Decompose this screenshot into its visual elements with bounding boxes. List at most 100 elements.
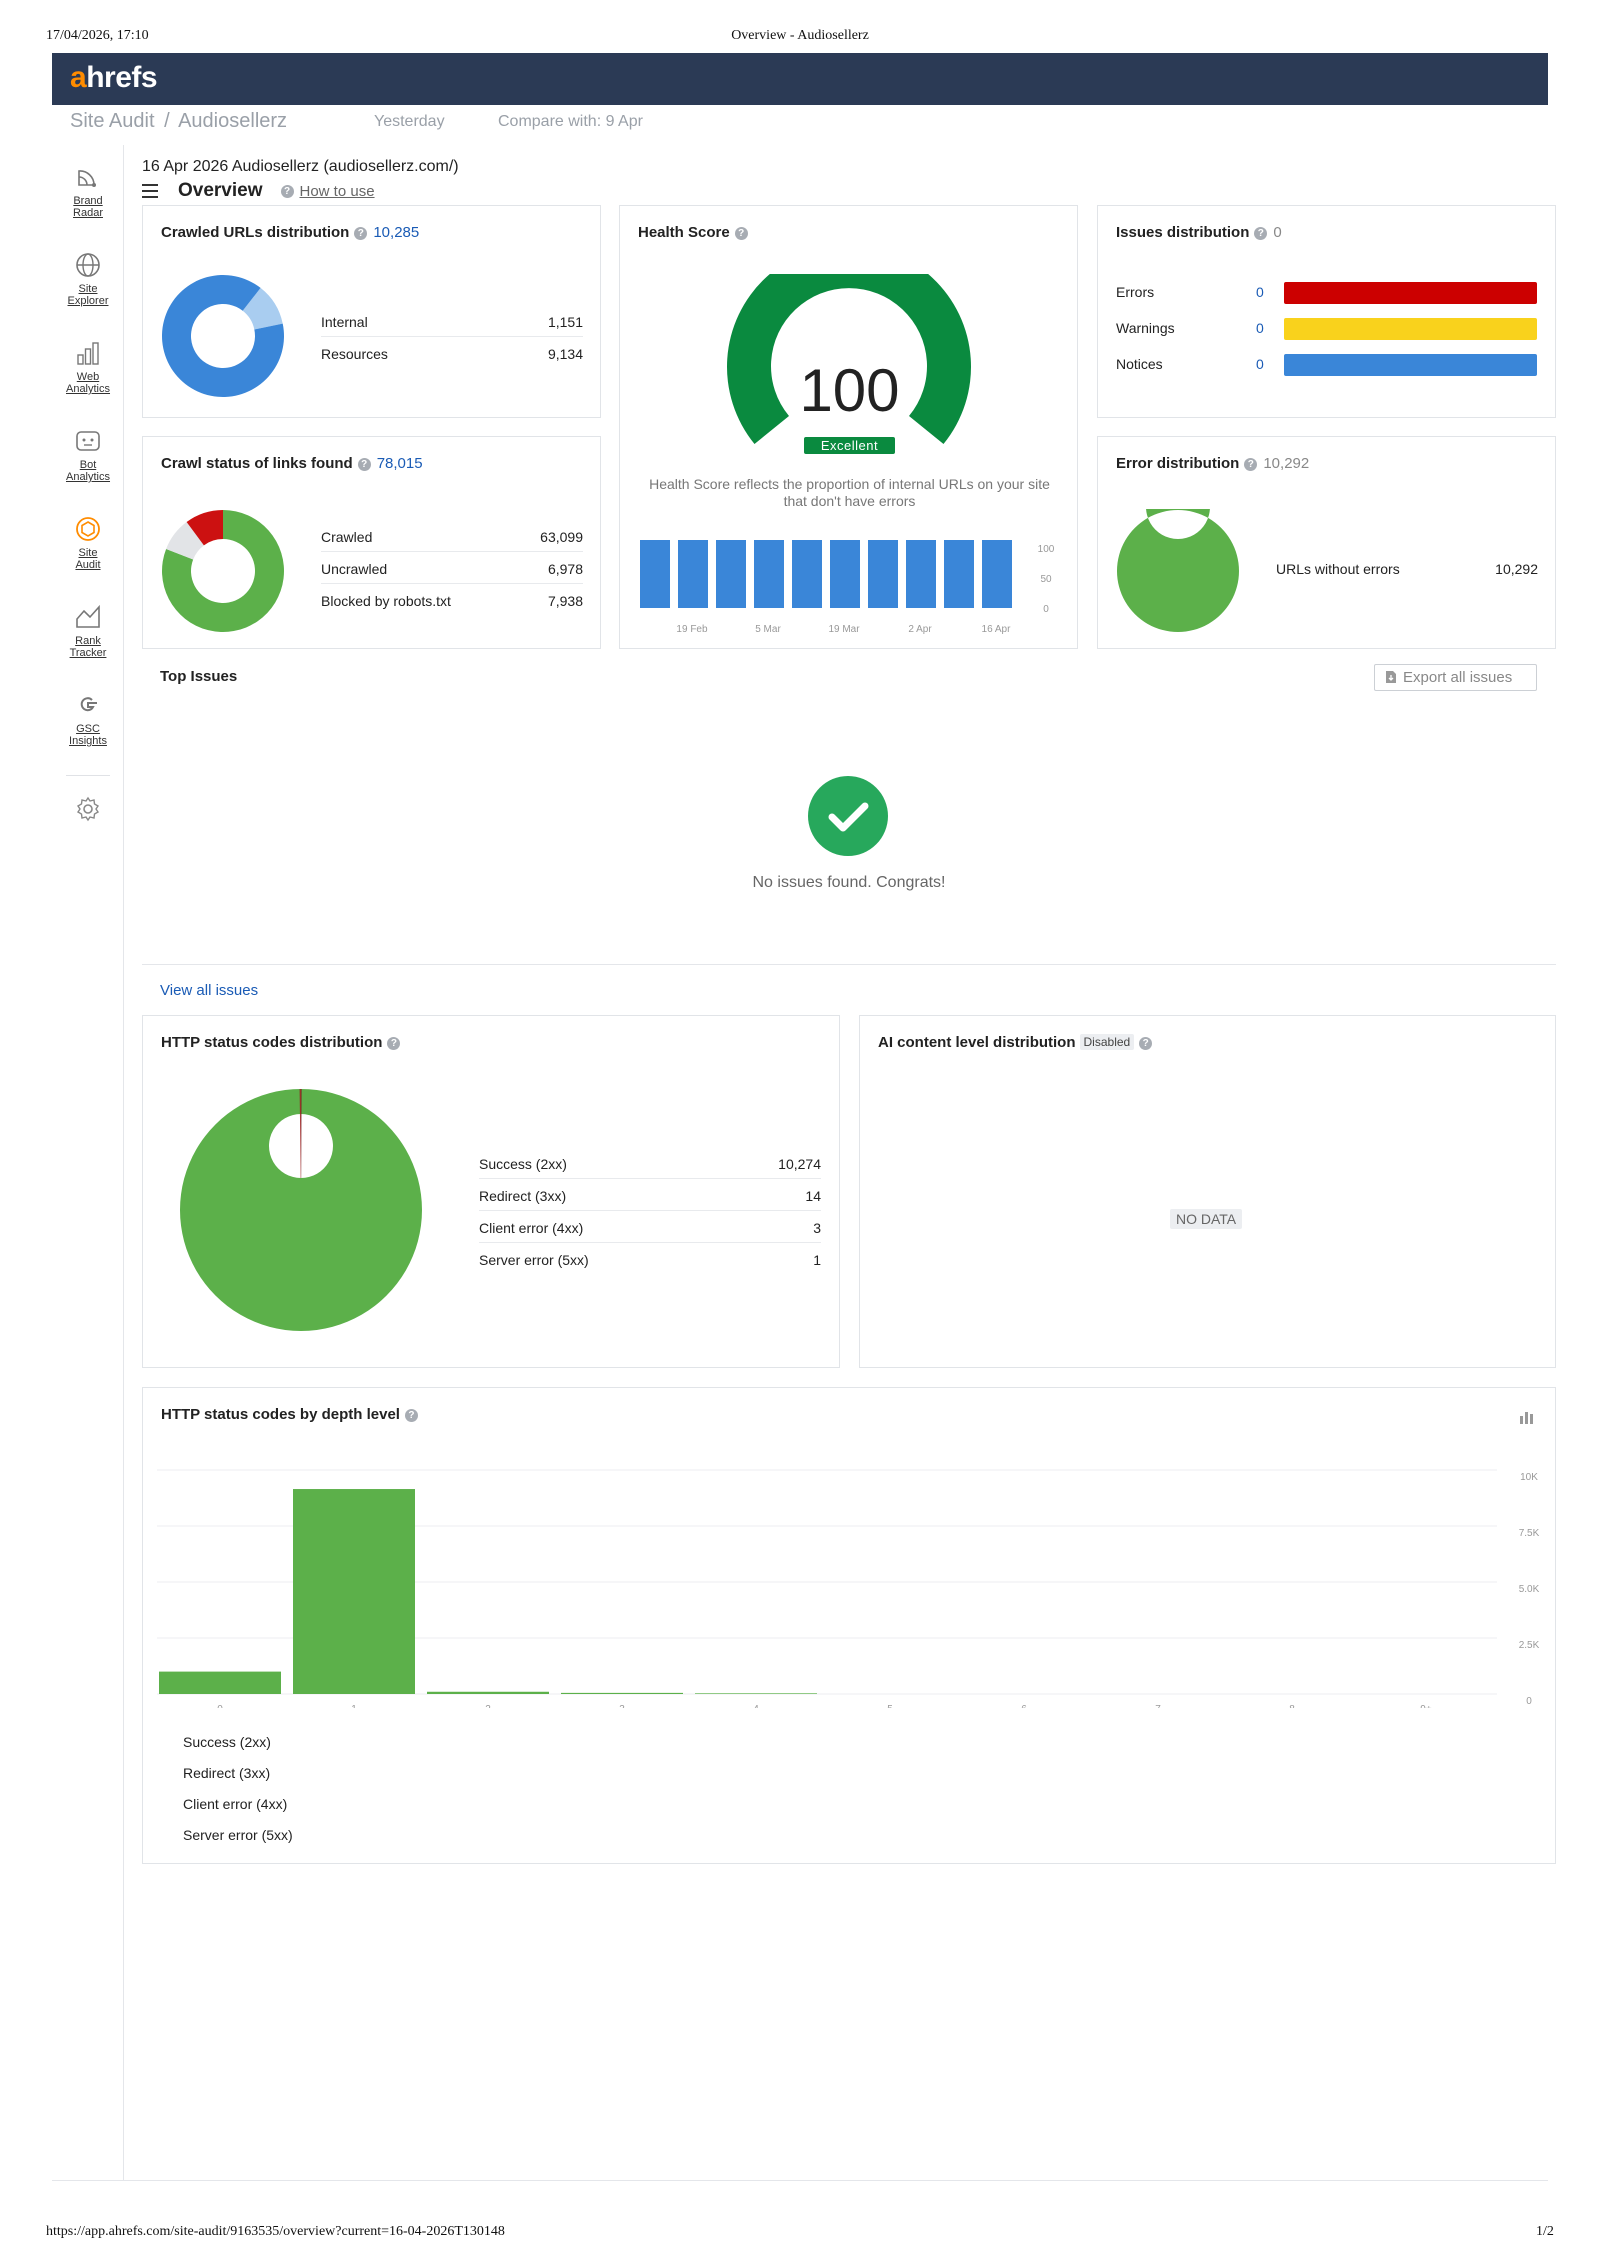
x-tick-label: 6 bbox=[1021, 1704, 1027, 1708]
x-tick-label: 9+ bbox=[1420, 1704, 1432, 1708]
list-item: Internal 1,151 bbox=[321, 314, 583, 337]
health-score-value: 100 bbox=[799, 357, 900, 424]
sidebar-item-site-explorer[interactable]: Site Explorer bbox=[52, 251, 124, 307]
pie-slice-crawled[interactable] bbox=[162, 510, 284, 632]
sidebar-item-brand-radar[interactable]: Brand Radar bbox=[52, 163, 124, 219]
success-check-icon bbox=[808, 776, 888, 856]
issues-errors-bar[interactable] bbox=[1284, 282, 1537, 304]
sidebar-item-gsc-insights[interactable]: GSC Insights bbox=[52, 691, 124, 747]
x-tick-label: 5 Mar bbox=[755, 624, 781, 635]
y-tick-label: 0 bbox=[1043, 604, 1049, 615]
ai-content-title: AI content level distribution bbox=[878, 1034, 1076, 1051]
help-icon: ? bbox=[1139, 1037, 1153, 1050]
period-selector[interactable]: Yesterday bbox=[374, 113, 445, 130]
crawled-urls-title: Crawled URLs distribution bbox=[161, 224, 350, 241]
help-icon: ? bbox=[1244, 458, 1258, 471]
http-status-donut bbox=[179, 1089, 422, 1331]
health-bar[interactable] bbox=[868, 540, 898, 608]
breadcrumb-project[interactable]: Audiosellerz bbox=[178, 110, 288, 132]
error-dist-title: Error distribution bbox=[1116, 455, 1240, 472]
crawl-status-total[interactable]: 78,015 bbox=[376, 455, 423, 472]
legend-client-error[interactable]: Client error (4xx) bbox=[183, 1796, 288, 1812]
breadcrumb-separator: / bbox=[164, 110, 170, 132]
issues-errors-count[interactable]: 0 bbox=[1256, 284, 1264, 300]
pie-slice-internal[interactable] bbox=[242, 287, 283, 330]
top-navbar: ahrefs bbox=[52, 53, 1548, 105]
chart-type-icon[interactable] bbox=[1519, 1410, 1535, 1424]
depth-bar-0[interactable] bbox=[159, 1671, 281, 1694]
legend-success[interactable]: Success (2xx) bbox=[183, 1734, 271, 1750]
health-bar[interactable] bbox=[906, 540, 936, 608]
view-all-issues-link[interactable]: View all issues bbox=[160, 982, 259, 999]
crawl-status-title: Crawl status of links found bbox=[161, 455, 353, 472]
health-bar[interactable] bbox=[982, 540, 1012, 608]
y-tick-label: 50 bbox=[1040, 574, 1052, 585]
footer-divider bbox=[52, 2180, 1548, 2181]
issues-notices-label: Notices bbox=[1116, 356, 1163, 372]
ahrefs-logo[interactable]: ahrefs bbox=[70, 61, 158, 94]
legend-server-error[interactable]: Server error (5xx) bbox=[183, 1827, 293, 1843]
x-tick-label: 5 bbox=[887, 1704, 893, 1708]
issues-warnings-count[interactable]: 0 bbox=[1256, 320, 1264, 336]
list-item: Client error (4xx) 3 bbox=[479, 1220, 821, 1243]
depth-title: HTTP status codes by depth level bbox=[161, 1406, 400, 1423]
x-tick-label: 8 bbox=[1289, 1704, 1295, 1708]
gauge-arc bbox=[727, 274, 971, 444]
divider bbox=[142, 964, 1556, 965]
how-to-use-link[interactable]: How to use bbox=[299, 182, 375, 200]
legend-redirect[interactable]: Redirect (3xx) bbox=[183, 1765, 271, 1781]
help-icon: ? bbox=[354, 227, 368, 240]
health-bar[interactable] bbox=[754, 540, 784, 608]
x-tick-label: 16 Apr bbox=[982, 624, 1012, 635]
menu-icon[interactable] bbox=[142, 184, 160, 198]
issues-warnings-bar[interactable] bbox=[1284, 318, 1537, 340]
list-item: Blocked by robots.txt 7,938 bbox=[321, 593, 583, 609]
disabled-badge: Disabled bbox=[1079, 1034, 1135, 1050]
pie-slice-redirect-3xx-[interactable] bbox=[299, 1089, 301, 1179]
page-title: Overview bbox=[178, 180, 263, 201]
http-dist-title: HTTP status codes distribution bbox=[161, 1034, 383, 1051]
y-tick-label: 100 bbox=[1038, 544, 1055, 555]
gear-icon bbox=[77, 796, 99, 822]
sidebar-item-bot-analytics[interactable]: Bot Analytics bbox=[52, 427, 124, 483]
pie-slice-server-error-5xx-[interactable] bbox=[301, 1089, 302, 1179]
health-bar[interactable] bbox=[716, 540, 746, 608]
pie-slice-uncrawled[interactable] bbox=[166, 522, 204, 560]
health-bar[interactable] bbox=[944, 540, 974, 608]
health-gauge bbox=[727, 274, 971, 444]
y-tick-label: 5.0K bbox=[1519, 1584, 1540, 1595]
crawl-status-donut bbox=[162, 510, 284, 632]
list-item: Uncrawled 6,978 bbox=[321, 561, 583, 584]
list-item: URLs without errors 10,292 bbox=[1276, 561, 1538, 577]
pie-slice-blocked-by-robots-txt[interactable] bbox=[186, 510, 223, 546]
sidebar-item-site-audit[interactable]: Site Audit bbox=[52, 515, 124, 571]
health-bar[interactable] bbox=[640, 540, 670, 608]
sidebar-settings[interactable] bbox=[52, 795, 124, 827]
x-tick-label: 1 bbox=[351, 1704, 357, 1708]
list-item: Server error (5xx) 1 bbox=[479, 1252, 821, 1268]
breadcrumb: Site Audit / Audiosellerz bbox=[70, 110, 287, 138]
y-tick-label: 10K bbox=[1520, 1472, 1538, 1483]
issues-notices-bar[interactable] bbox=[1284, 354, 1537, 376]
issues-notices-count[interactable]: 0 bbox=[1256, 356, 1264, 372]
depth-bar-4[interactable] bbox=[695, 1693, 817, 1694]
sidebar-item-rank-tracker[interactable]: Rank Tracker bbox=[52, 603, 124, 659]
crawled-urls-total[interactable]: 10,285 bbox=[373, 224, 420, 241]
health-bar[interactable] bbox=[678, 540, 708, 608]
health-bar[interactable] bbox=[792, 540, 822, 608]
depth-bar-3[interactable] bbox=[561, 1692, 683, 1694]
breadcrumb-section[interactable]: Site Audit bbox=[70, 110, 155, 132]
compare-selector[interactable]: Compare with: 9 Apr bbox=[498, 113, 643, 130]
export-all-issues-button[interactable]: Export all issues bbox=[1374, 664, 1537, 691]
pie-slice-resources[interactable] bbox=[162, 275, 284, 397]
depth-bar-2[interactable] bbox=[427, 1691, 549, 1694]
pie-slice-urls-without-errors[interactable] bbox=[1117, 509, 1239, 632]
globe-icon bbox=[76, 253, 100, 277]
error-dist-total: 10,292 bbox=[1263, 455, 1310, 472]
sidebar-item-web-analytics[interactable]: Web Analytics bbox=[52, 339, 124, 395]
depth-bar-1[interactable] bbox=[293, 1489, 415, 1694]
issues-title: Issues distribution bbox=[1116, 224, 1250, 241]
pie-slice-success-2xx-[interactable] bbox=[179, 1089, 422, 1331]
health-bar[interactable] bbox=[830, 540, 860, 608]
health-history-chart: 100 50 0 19 Feb 5 Mar 19 Mar 2 Apr 16 Apr bbox=[640, 540, 1055, 635]
